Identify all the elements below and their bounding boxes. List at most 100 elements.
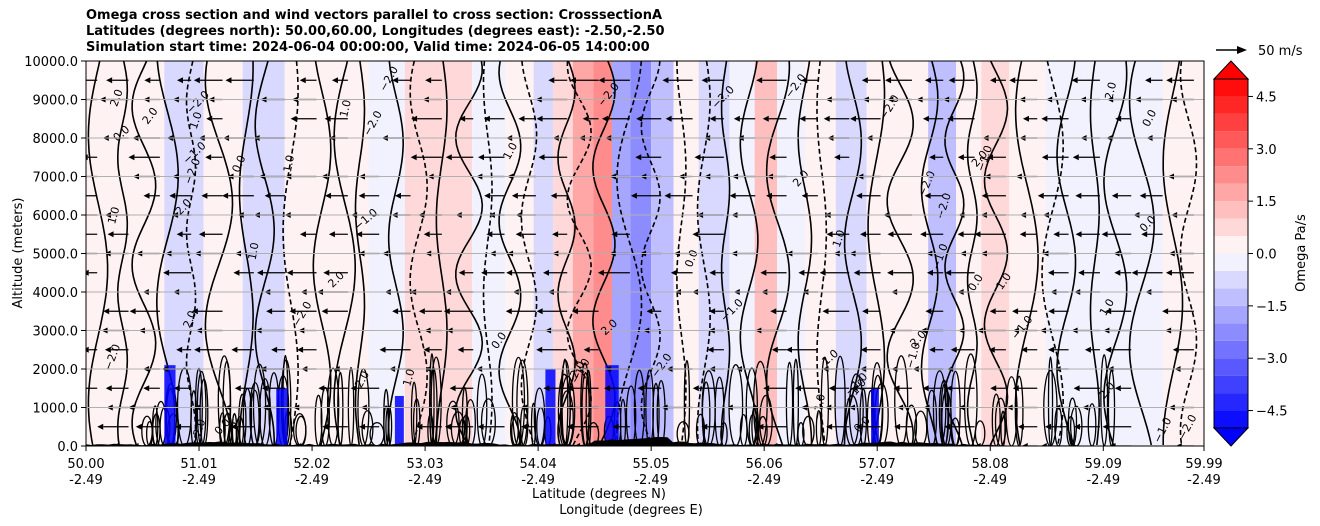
- wind-vector-head: [325, 192, 332, 199]
- wind-vector-head: [601, 115, 608, 122]
- wind-vector-head: [770, 308, 777, 315]
- contour-line: [228, 422, 239, 446]
- wind-vector-head: [86, 346, 89, 353]
- omega-core: [394, 395, 404, 446]
- contour-line: [950, 417, 961, 446]
- y-tick-label: 5000.0: [33, 248, 79, 263]
- wind-vector-head: [176, 231, 183, 238]
- wind-vector-head: [1166, 77, 1173, 84]
- wind-vector-head: [946, 385, 953, 392]
- colorbar-tick-label: −4.5: [1256, 405, 1288, 420]
- wind-vector-head: [944, 423, 951, 430]
- wind-vector-head: [286, 269, 293, 276]
- wind-vector-head: [423, 231, 430, 238]
- x-tick-label-lon: -2.49: [408, 473, 442, 488]
- contour-line: [320, 386, 330, 446]
- colorbar-segment: [1214, 201, 1248, 219]
- wind-vector-head: [392, 77, 399, 84]
- x-axis: 50.00-2.4951.01-2.4952.02-2.4953.03-2.49…: [67, 446, 1223, 488]
- wind-vector-head: [222, 192, 229, 199]
- wind-vector-head: [924, 192, 931, 199]
- wind-vector-head: [1175, 443, 1182, 446]
- contour-line: [848, 373, 864, 446]
- wind-vector-head: [635, 154, 642, 161]
- wind-vector-head: [1048, 346, 1055, 353]
- wind-vector-head: [604, 385, 611, 392]
- wind-vector-head: [893, 385, 900, 392]
- wind-vector-head: [924, 77, 931, 84]
- colorbar-tick-label: 3.0: [1256, 143, 1277, 158]
- wind-vector-head: [1114, 385, 1121, 392]
- wind-vector-head: [445, 154, 452, 161]
- contour-line: [530, 402, 537, 446]
- wind-vector-head: [324, 115, 331, 122]
- wind-vector-head: [990, 385, 997, 392]
- wind-vector-head: [709, 269, 716, 276]
- colorbar-segment: [1214, 305, 1248, 324]
- colorbar-segment: [1214, 393, 1248, 411]
- wind-vector-head: [506, 269, 513, 276]
- x-tick-label-lat: 51.01: [180, 457, 217, 472]
- y-tick-label: 3000.0: [33, 325, 79, 340]
- wind-vector-head: [1072, 154, 1079, 161]
- wind-vector-head: [1012, 385, 1019, 392]
- contour-label: 2.0: [181, 309, 200, 330]
- colorbar: 4.5 3.0 1.5 0.0 −1.5 −3.0 −4.5: [1212, 60, 1288, 447]
- colorbar-segment: [1214, 323, 1248, 341]
- contour-line: [509, 411, 519, 446]
- wind-vector-head: [1017, 423, 1024, 430]
- wind-vector-head: [582, 115, 589, 122]
- wind-vector-head: [692, 385, 699, 392]
- y-tick-label: 7000.0: [33, 171, 79, 186]
- wind-vector-head: [233, 269, 240, 276]
- wind-vector-head: [449, 385, 456, 392]
- colorbar-tick-label: −1.5: [1256, 300, 1288, 315]
- wind-vector-head: [801, 77, 808, 84]
- wind-vector-head: [850, 115, 857, 122]
- y-tick-label: 1000.0: [33, 402, 79, 417]
- wind-vector-head: [894, 423, 901, 430]
- contour-line: [238, 393, 247, 446]
- wind-vector-head: [536, 346, 543, 353]
- wind-vector-head: [597, 269, 604, 276]
- wind-vector-head: [1074, 423, 1081, 430]
- colorbar-tick-label: 4.5: [1256, 90, 1277, 105]
- wind-vector-head: [423, 346, 430, 353]
- x-tick-label-lon: -2.49: [973, 473, 1007, 488]
- colorbar-segment: [1214, 218, 1248, 237]
- wind-vector-head: [1040, 443, 1047, 446]
- x-axis-label-latitude: Latitude (degrees N): [532, 487, 666, 502]
- wind-vector-head: [571, 308, 578, 315]
- contour-line: [199, 378, 209, 446]
- wind-vector-head: [1111, 192, 1118, 199]
- wind-vector-head: [176, 346, 183, 353]
- wind-vector-head: [536, 308, 543, 315]
- wind-vector-head: [1131, 269, 1138, 276]
- wind-vector-head: [922, 115, 929, 122]
- colorbar-segment: [1214, 270, 1248, 289]
- wind-vector-head: [552, 231, 559, 238]
- wind-vector-head: [927, 269, 934, 276]
- wind-vector-head: [1053, 231, 1060, 238]
- wind-vector-head: [799, 115, 806, 122]
- wind-vector-head: [1019, 231, 1026, 238]
- wind-vector-head: [1101, 231, 1108, 238]
- x-tick-label-lon: -2.49: [521, 473, 555, 488]
- wind-vector-head: [107, 231, 114, 238]
- wind-vector-head: [543, 385, 550, 392]
- wind-vector-head: [598, 77, 605, 84]
- wind-vector-head: [957, 154, 964, 161]
- wind-vector-head: [395, 192, 402, 199]
- wind-vector-head: [853, 269, 860, 276]
- wind-vector-head: [128, 154, 135, 161]
- wind-vector-head: [1105, 346, 1112, 353]
- wind-vector-head: [771, 346, 778, 353]
- y-tick-label: 10000.0: [24, 55, 78, 70]
- wind-vector-head: [481, 269, 488, 276]
- wind-vector-head: [548, 77, 555, 84]
- wind-vector-head: [97, 423, 104, 430]
- wind-vector-head: [794, 385, 801, 392]
- x-tick-label-lat: 55.05: [633, 457, 670, 472]
- y-axis-label: Altitude (meters): [11, 198, 26, 309]
- x-tick-label-lon: -2.49: [747, 473, 781, 488]
